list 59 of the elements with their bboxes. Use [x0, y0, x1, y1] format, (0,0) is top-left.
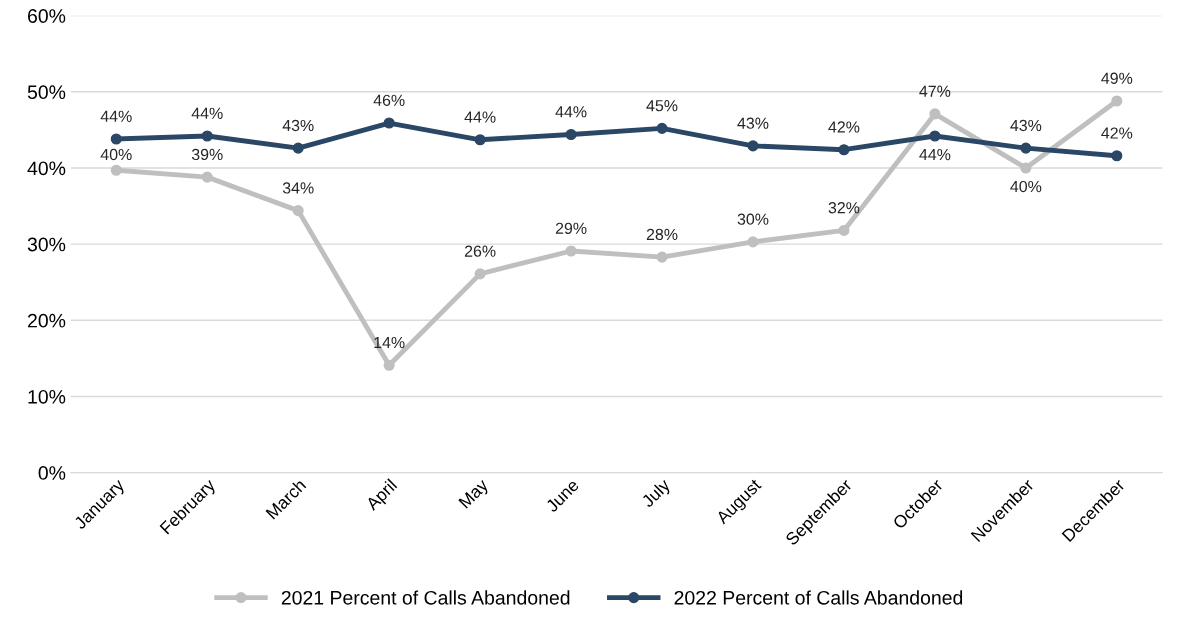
point	[383, 117, 395, 129]
point	[110, 133, 122, 145]
point	[110, 164, 122, 176]
point	[1111, 150, 1123, 162]
point	[474, 268, 486, 280]
data-label: 30%	[737, 213, 769, 225]
data-label: 45%	[646, 100, 678, 112]
point	[838, 224, 850, 236]
data-label: 49%	[1101, 72, 1133, 84]
data-label: 29%	[555, 222, 587, 234]
data-label: 44%	[191, 107, 223, 119]
data-label: 43%	[282, 119, 314, 132]
data-label: 34%	[282, 182, 314, 194]
data-label: 40%	[100, 148, 132, 161]
point	[747, 140, 759, 152]
point	[838, 144, 850, 156]
point	[474, 134, 486, 146]
point	[565, 128, 577, 141]
point	[929, 108, 941, 120]
data-label: 39%	[191, 148, 223, 161]
x-tick-label: May	[458, 477, 492, 512]
data-label: 44%	[919, 148, 951, 161]
point	[656, 122, 668, 134]
point	[1020, 142, 1032, 154]
y-tick-label: 20%	[28, 313, 66, 328]
y-tick-label: 10%	[28, 389, 66, 404]
x-tick-label: July	[640, 477, 674, 511]
point	[201, 171, 213, 183]
point	[747, 236, 759, 248]
y-tick-label: 40%	[27, 161, 66, 176]
point	[292, 142, 304, 154]
point	[1111, 95, 1123, 107]
point	[656, 251, 668, 263]
y-tick-label: 0%	[38, 466, 66, 480]
point	[929, 130, 941, 142]
legend-label: 2021 Percent of Calls Abandoned	[281, 590, 570, 605]
data-label: 44%	[555, 106, 587, 118]
data-label: 42%	[828, 121, 860, 133]
point	[201, 130, 213, 142]
data-label: 40%	[1010, 180, 1042, 193]
data-label: 28%	[646, 228, 678, 241]
data-label: 43%	[1010, 119, 1042, 132]
y-tick-label: 30%	[27, 237, 66, 252]
data-label: 42%	[1101, 127, 1133, 139]
data-label: 44%	[464, 111, 496, 123]
point	[383, 359, 395, 371]
data-label: 26%	[464, 245, 496, 257]
y-tick-label: 60%	[28, 9, 66, 23]
point	[1020, 162, 1032, 174]
data-label: 47%	[919, 85, 951, 97]
data-label: 44%	[100, 110, 132, 122]
legend-label: 2022 Percent of Calls Abandoned	[674, 590, 963, 605]
point	[565, 245, 577, 257]
data-label: 43%	[737, 117, 769, 129]
data-label: 46%	[373, 94, 405, 106]
data-label: 32%	[828, 202, 860, 214]
data-label: 14%	[374, 336, 405, 349]
y-tick-label: 50%	[27, 85, 66, 100]
point	[292, 205, 304, 217]
